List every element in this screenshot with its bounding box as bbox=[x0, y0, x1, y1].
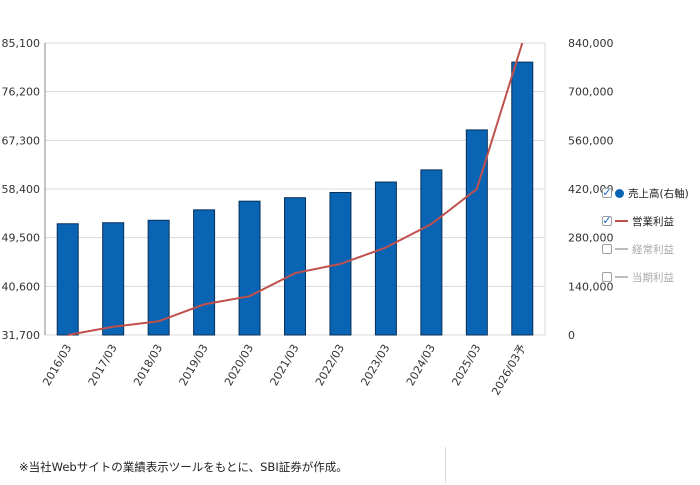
right-tick-label: 280,000 bbox=[568, 232, 614, 245]
left-tick-label: 49,500 bbox=[2, 232, 41, 245]
x-tick-label: 2019/03 bbox=[177, 342, 211, 388]
x-tick-label: 2024/03 bbox=[404, 342, 438, 388]
legend-checkbox-sales[interactable] bbox=[602, 188, 612, 198]
sales-bar bbox=[56, 223, 79, 336]
legend-item-sales[interactable]: 売上高(右軸) bbox=[602, 183, 700, 203]
x-tick-label: 2016/03 bbox=[40, 342, 74, 388]
right-tick-label: 0 bbox=[568, 329, 575, 342]
source-note: ※当社Webサイトの業績表示ツールをもとに、SBI証券が作成。 bbox=[19, 460, 348, 474]
legend-item-ordinary-profit[interactable]: 経常利益 bbox=[602, 239, 700, 259]
legend-label-net-profit: 当期利益 bbox=[632, 271, 674, 284]
sales-bars bbox=[56, 61, 534, 336]
right-tick-label: 840,000 bbox=[568, 37, 614, 50]
sales-bar bbox=[193, 209, 216, 336]
left-tick-label: 76,200 bbox=[2, 86, 41, 99]
x-tick-label: 2026/03予 bbox=[489, 342, 529, 398]
left-tick-label: 85,100 bbox=[2, 37, 41, 50]
x-tick-label: 2021/03 bbox=[267, 342, 301, 388]
combo-chart: 85,100 76,200 67,300 58,400 49,500 40,600 31,7… bbox=[2, 37, 614, 398]
legend-label-operating-profit: 営業利益 bbox=[632, 215, 674, 228]
legend-item-operating-profit[interactable]: 営業利益 bbox=[602, 211, 700, 231]
sales-bar bbox=[511, 61, 534, 336]
left-tick-label: 31,700 bbox=[2, 329, 41, 342]
operating-profit-line-path bbox=[67, 42, 524, 336]
operating-profit-line bbox=[67, 42, 524, 336]
x-tick-label: 2018/03 bbox=[131, 342, 165, 388]
line-marker-icon bbox=[615, 248, 628, 250]
sales-bar bbox=[420, 169, 443, 336]
circle-marker-icon bbox=[615, 188, 624, 198]
line-marker-icon bbox=[615, 276, 628, 278]
right-tick-label: 700,000 bbox=[568, 86, 614, 99]
x-tick-label: 2017/03 bbox=[86, 342, 120, 388]
legend: 売上高(右軸) 営業利益 経常利益 当期利益 bbox=[602, 183, 700, 295]
legend-label-sales: 売上高(右軸) bbox=[628, 187, 689, 200]
left-axis-ticks: 85,100 76,200 67,300 58,400 49,500 40,600 31,7… bbox=[2, 37, 41, 342]
source-note-box: ※当社Webサイトの業績表示ツールをもとに、SBI証券が作成。 bbox=[5, 447, 446, 483]
right-tick-label: 140,000 bbox=[568, 280, 614, 293]
right-tick-label: 560,000 bbox=[568, 134, 614, 147]
legend-label-ordinary-profit: 経常利益 bbox=[632, 243, 674, 256]
sales-bar bbox=[374, 181, 397, 336]
left-tick-label: 40,600 bbox=[2, 280, 41, 293]
sales-bar bbox=[102, 222, 125, 336]
x-tick-label: 2025/03 bbox=[449, 342, 483, 388]
legend-checkbox-ordinary-profit[interactable] bbox=[602, 244, 612, 254]
sales-bar bbox=[465, 129, 488, 336]
legend-checkbox-net-profit[interactable] bbox=[602, 272, 612, 282]
x-tick-label: 2022/03 bbox=[313, 342, 347, 388]
sales-bar bbox=[238, 200, 261, 336]
sales-bar bbox=[147, 219, 170, 336]
legend-item-net-profit[interactable]: 当期利益 bbox=[602, 267, 700, 287]
sales-bar bbox=[284, 197, 306, 336]
left-tick-label: 58,400 bbox=[2, 183, 41, 196]
x-tick-label: 2020/03 bbox=[222, 342, 256, 388]
left-tick-label: 67,300 bbox=[2, 134, 41, 147]
legend-checkbox-operating-profit[interactable] bbox=[602, 216, 612, 226]
x-tick-label: 2023/03 bbox=[358, 342, 392, 388]
x-axis-ticks: 2016/03 2017/03 2018/03 2019/03 2020/03 2021/… bbox=[40, 342, 529, 398]
line-marker-icon bbox=[615, 220, 628, 222]
